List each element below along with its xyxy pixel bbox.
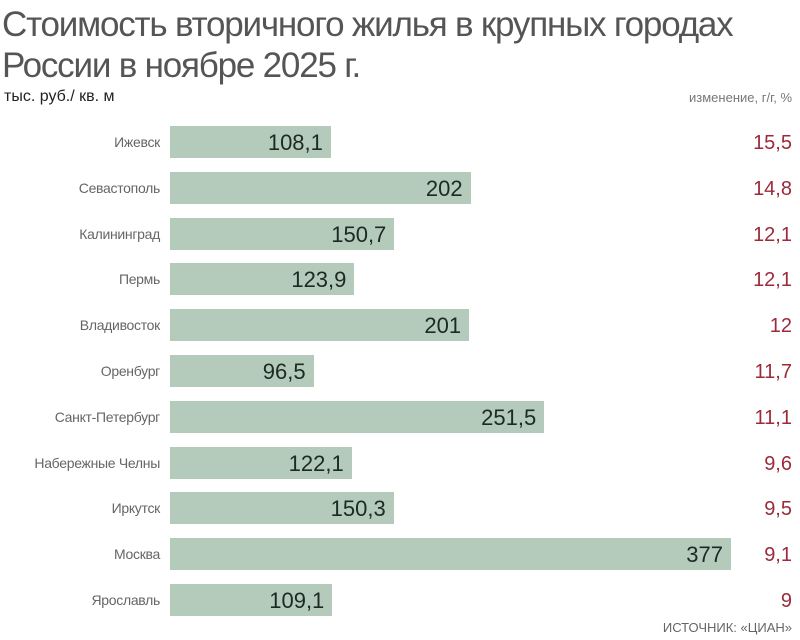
value-bar: 201 [170, 309, 470, 342]
change-value: 12 [769, 315, 792, 338]
bar-row: Оренбург 96,5 11,7 [0, 355, 800, 387]
bar-row: Севастополь 202 14,8 [0, 171, 800, 204]
city-label: Владивосток [79, 317, 161, 334]
change-value: 15,5 [753, 132, 792, 154]
change-column-header: изменение, г/г, % [689, 90, 792, 105]
city-label: Калининград [79, 225, 160, 242]
bar-row: Москва 377 9,1 [0, 538, 800, 571]
city-label: Москва [114, 546, 160, 563]
value-bar: 150,7 [170, 217, 395, 250]
city-label: Ижевск [114, 134, 160, 150]
value-bar: 150,3 [170, 492, 394, 525]
value-label: 201 [424, 313, 462, 339]
bar-row: Набережные Челны 122,1 9,6 [0, 446, 800, 479]
bar-row: Санкт-Петербург 251,5 11,1 [0, 400, 800, 433]
change-value: 9,5 [764, 498, 792, 521]
chart-title-line2: России в ноябре 2025 г. [2, 46, 361, 85]
city-label: Оренбург [100, 363, 161, 379]
city-label: Санкт-Петербург [54, 408, 161, 425]
value-label: 150,7 [331, 221, 387, 247]
value-label: 150,3 [330, 496, 386, 522]
bar-row: Калининград 150,7 12,1 [0, 217, 800, 250]
value-bar: 109,1 [170, 584, 333, 616]
change-value: 12,1 [753, 223, 792, 246]
city-label: Пермь [118, 271, 160, 288]
value-label: 123,9 [291, 267, 347, 293]
change-value: 12,1 [753, 269, 792, 292]
city-label: Ярославль [91, 592, 160, 608]
change-value: 9 [780, 590, 792, 612]
chart-title-line1: Стоимость вторичного жилья в крупных гор… [2, 5, 734, 44]
bar-row: Владивосток 201 12 [0, 309, 800, 342]
value-label: 109,1 [269, 588, 325, 613]
value-bar: 122,1 [170, 446, 352, 479]
value-bar: 251,5 [170, 400, 545, 433]
unit-label: тыс. руб./ кв. м [4, 88, 115, 105]
value-label: 96,5 [262, 359, 306, 384]
value-label: 251,5 [481, 404, 537, 430]
bar-row: Ижевск 108,1 15,5 [0, 126, 800, 158]
value-bar: 377 [170, 538, 731, 571]
chart-title: Стоимость вторичного жилья в крупных гор… [2, 4, 734, 86]
value-label: 202 [425, 175, 463, 201]
bar-row: Иркутск 150,3 9,5 [0, 492, 800, 525]
change-value: 9,1 [764, 544, 792, 567]
value-bar: 202 [170, 171, 471, 204]
change-value: 14,8 [753, 177, 792, 200]
value-bar: 108,1 [170, 126, 331, 158]
source-note: ИСТОЧНИК: «ЦИАН» [662, 620, 792, 635]
bar-row: Ярославль 109,1 9 [0, 584, 800, 616]
value-label: 122,1 [288, 450, 344, 476]
change-value: 9,6 [764, 452, 792, 475]
value-bar: 96,5 [170, 355, 314, 387]
change-value: 11,1 [754, 406, 792, 429]
city-label: Набережные Челны [34, 454, 160, 471]
city-label: Иркутск [111, 500, 161, 517]
value-bar: 123,9 [170, 263, 355, 296]
bar-row: Пермь 123,9 12,1 [0, 263, 800, 296]
change-value: 11,7 [754, 361, 792, 383]
value-label: 108,1 [267, 130, 323, 155]
value-label: 377 [686, 542, 723, 568]
city-label: Севастополь [78, 179, 161, 196]
